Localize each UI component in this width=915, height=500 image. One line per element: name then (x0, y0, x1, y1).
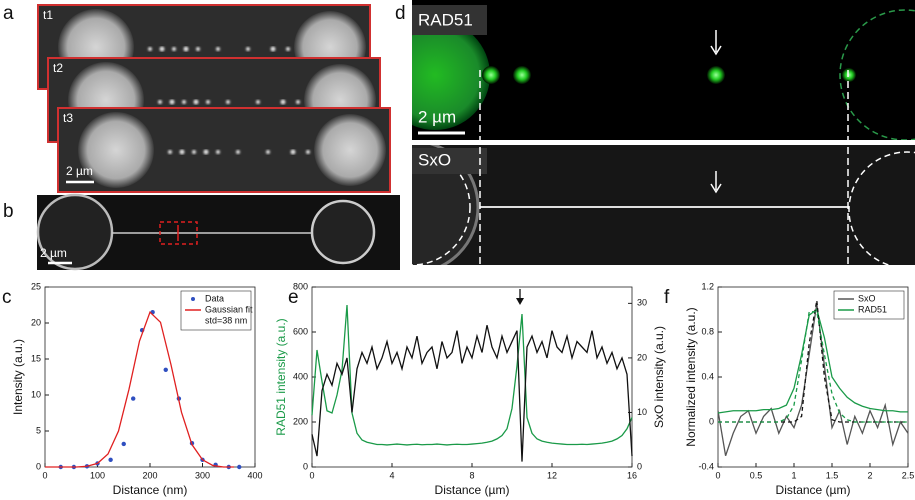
frame-label: t2 (53, 61, 63, 75)
image-sxo: SxO (346, 141, 915, 273)
y-tick-label: 0 (303, 461, 308, 471)
figure: a t1 t2 t3 2 µm b 2 µm d RAD51 2 µm SxO … (0, 0, 915, 500)
data-point (164, 368, 168, 372)
panel-letter: a (3, 3, 14, 24)
y-tick-label: 15 (31, 353, 41, 363)
channel-label: SxO (418, 150, 451, 169)
y2-tick-label: 20 (637, 352, 647, 362)
scale-bar-label: 2 µm (66, 164, 93, 178)
x-tick-label: 400 (247, 470, 262, 480)
series-line (312, 325, 632, 461)
plot-frame (312, 287, 632, 467)
x-tick-label: 0 (715, 470, 720, 480)
channel-label: RAD51 (418, 10, 473, 29)
y-tick-label: 600 (293, 326, 308, 336)
y-tick-label: 1.2 (701, 281, 714, 291)
scale-bar-label: 2 µm (40, 246, 67, 260)
x-axis-title: Distance (µm) (435, 483, 510, 497)
data-point (122, 442, 126, 446)
x-tick-label: 1 (791, 470, 796, 480)
x-tick-label: 12 (547, 470, 557, 480)
y-tick-label: 20 (31, 317, 41, 327)
image-rad51: RAD51 2 µm (380, 0, 915, 140)
y2-tick-label: 10 (637, 407, 647, 417)
frame-label: t3 (63, 111, 73, 125)
image-b: 2 µm (37, 195, 400, 270)
y-tick-label: 0 (709, 416, 714, 426)
y2-tick-label: 0 (637, 461, 642, 471)
x-tick-label: 0 (309, 470, 314, 480)
y-tick-label: -0.4 (698, 461, 714, 471)
x-tick-label: 16 (627, 470, 637, 480)
y-axis-title: Normalized intensity (a.u.) (684, 307, 698, 446)
data-point (131, 396, 135, 400)
legend-label: SxO (858, 293, 876, 303)
y2-axis-title: SxO intensity (a.u.) (652, 326, 666, 428)
x-tick-label: 8 (469, 470, 474, 480)
series-line (312, 305, 632, 445)
x-tick-label: 2 (867, 470, 872, 480)
series-line (718, 304, 908, 456)
image-frame: t3 2 µm (58, 108, 390, 192)
y-tick-label: 10 (31, 389, 41, 399)
x-tick-label: 300 (195, 470, 210, 480)
legend-note: std=38 nm (205, 315, 247, 325)
y-tick-label: 0.4 (701, 371, 714, 381)
panel-letter: f (664, 287, 670, 308)
panel-letter: e (288, 287, 299, 308)
x-tick-label: 1.5 (826, 470, 839, 480)
legend-label: Data (205, 293, 224, 303)
y-tick-label: 0.8 (701, 326, 714, 336)
x-tick-label: 0.5 (750, 470, 763, 480)
legend-label: RAD51 (858, 304, 887, 314)
panel-letter: c (2, 287, 12, 308)
y-tick-label: 400 (293, 371, 308, 381)
data-point (237, 465, 241, 469)
x-tick-label: 4 (389, 470, 394, 480)
series-line (45, 312, 234, 467)
x-tick-label: 2.5 (902, 470, 915, 480)
x-axis-title: Distance (nm) (113, 483, 188, 497)
x-axis-title: Distance (µm) (776, 483, 851, 497)
legend-label: Gaussian fit (205, 304, 253, 314)
page: { "images": { "a": {"letter": "a", "fram… (0, 0, 915, 500)
x-tick-label: 200 (142, 470, 157, 480)
y2-tick-label: 30 (637, 298, 647, 308)
y-axis-title: Intensity (a.u.) (11, 339, 25, 415)
x-tick-label: 0 (42, 470, 47, 480)
y-axis-title: RAD51 intensity (a.u.) (274, 318, 288, 435)
panel-letter: d (395, 3, 406, 24)
x-tick-label: 100 (90, 470, 105, 480)
data-point (108, 458, 112, 462)
legend-swatch (191, 297, 195, 301)
y-tick-label: 200 (293, 416, 308, 426)
y-tick-label: 25 (31, 281, 41, 291)
arrow (516, 289, 524, 305)
y-tick-label: 5 (36, 425, 41, 435)
y-tick-label: 0 (36, 461, 41, 471)
panel-letter: b (3, 201, 14, 222)
scale-bar-label: 2 µm (418, 107, 456, 126)
frame-label: t1 (43, 8, 53, 22)
